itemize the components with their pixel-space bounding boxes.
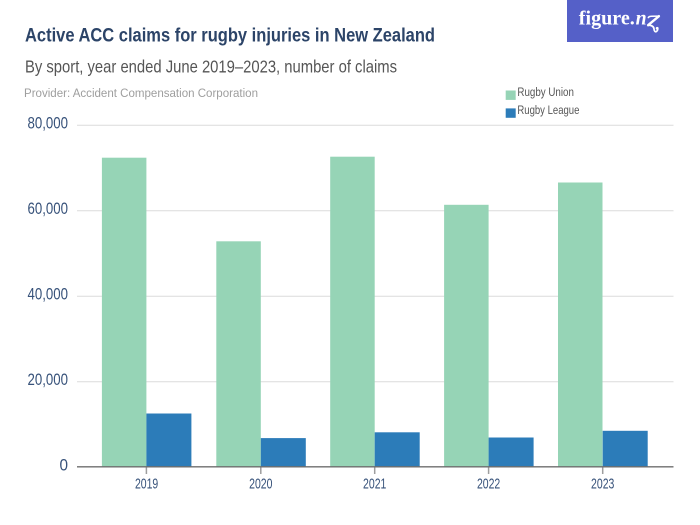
svg-text:Provider: Accident Compensatio: Provider: Accident Compensation Corporat… (24, 86, 258, 100)
svg-text:Rugby League: Rugby League (517, 103, 579, 117)
svg-text:2020: 2020 (249, 477, 272, 493)
svg-text:Rugby Union: Rugby Union (517, 85, 574, 99)
svg-text:40,000: 40,000 (28, 285, 69, 304)
svg-text:60,000: 60,000 (28, 199, 69, 218)
svg-text:figure.: figure. (579, 8, 635, 30)
svg-text:2021: 2021 (363, 477, 386, 493)
svg-text:20,000: 20,000 (28, 370, 69, 389)
svg-text:80,000: 80,000 (28, 114, 69, 133)
svg-text:0: 0 (60, 455, 69, 474)
svg-text:2023: 2023 (591, 477, 614, 493)
svg-text:n: n (636, 8, 647, 30)
svg-text:By sport, year ended June 2019: By sport, year ended June 2019–2023, num… (25, 56, 397, 76)
svg-text:2022: 2022 (477, 477, 500, 493)
svg-text:2019: 2019 (135, 477, 158, 493)
svg-text:Active ACC claims for rugby in: Active ACC claims for rugby injuries in … (25, 26, 435, 47)
